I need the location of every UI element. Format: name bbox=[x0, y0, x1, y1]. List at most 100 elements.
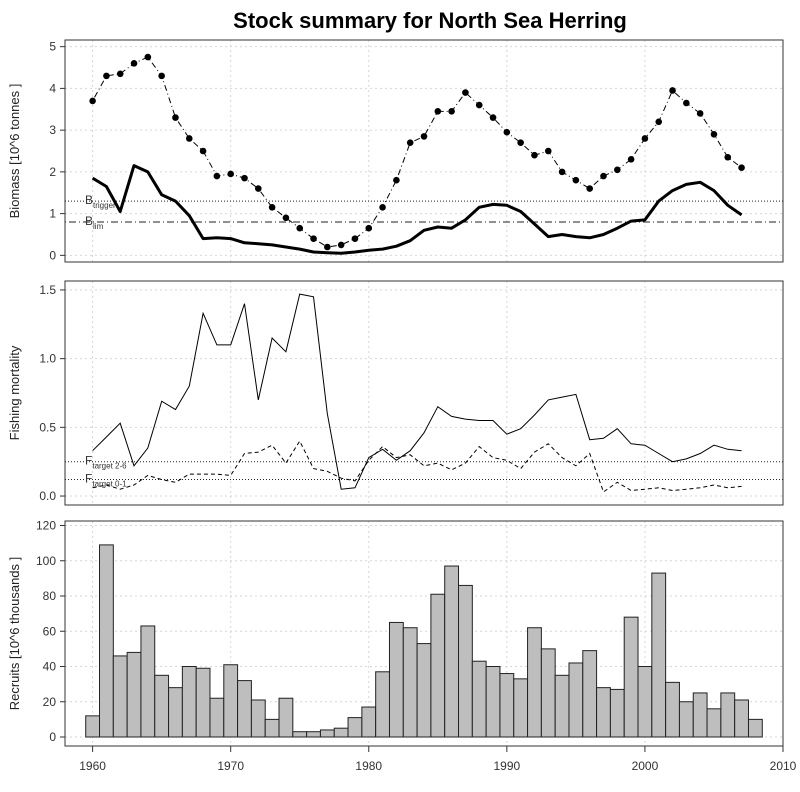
y-tick-label: 20 bbox=[43, 695, 57, 709]
biomass-point bbox=[558, 168, 566, 176]
biomass-point bbox=[199, 147, 207, 155]
recruit-bar bbox=[85, 715, 101, 738]
biomass-point bbox=[641, 135, 649, 142]
y-tick-label: 0.0 bbox=[39, 489, 56, 503]
recruit-bar bbox=[112, 655, 128, 738]
recruit-bar bbox=[582, 650, 598, 738]
recruit-bar bbox=[665, 681, 680, 738]
y-tick-label: 1.0 bbox=[39, 352, 56, 366]
biomass-point bbox=[172, 114, 179, 121]
reference-symbol: B bbox=[85, 193, 93, 207]
biomass-point bbox=[655, 118, 663, 126]
biomass-point bbox=[324, 243, 331, 251]
reference-line-label: Ftarget 2-6 bbox=[85, 454, 127, 471]
recruit-bar bbox=[458, 584, 473, 738]
recruit-bar bbox=[99, 544, 114, 738]
y-tick-label: 2 bbox=[49, 165, 56, 179]
reference-symbol: B bbox=[85, 214, 93, 228]
recruit-bar bbox=[416, 643, 432, 738]
recruit-bar bbox=[402, 627, 418, 738]
recruit-bar bbox=[168, 687, 183, 738]
biomass-point bbox=[627, 156, 635, 163]
recruit-bar bbox=[223, 664, 239, 738]
chart-title: Stock summary for North Sea Herring bbox=[233, 8, 627, 33]
biomass-point bbox=[255, 185, 262, 192]
biomass-point bbox=[185, 135, 193, 142]
recruit-bar bbox=[651, 572, 667, 738]
y-tick-label: 80 bbox=[43, 589, 57, 603]
y-axis-title: Recruits [10^6 thousands ] bbox=[7, 557, 22, 711]
biomass-point bbox=[393, 176, 400, 184]
x-tick-label: 1960 bbox=[79, 759, 106, 773]
recruit-bar bbox=[499, 673, 515, 738]
series-line bbox=[92, 293, 742, 490]
recruits-panel: 0 20 40 60 80 100 120 Recruits [10^6 thousands … bbox=[7, 519, 784, 747]
recruit-bar bbox=[444, 565, 460, 738]
y-tick-label: 1 bbox=[49, 207, 56, 221]
x-tick-label: 2000 bbox=[632, 759, 659, 773]
biomass-point bbox=[669, 87, 676, 94]
biomass-point bbox=[144, 53, 152, 61]
reference-subscript: trigger bbox=[93, 201, 116, 210]
panel-frame bbox=[64, 39, 784, 263]
biomass-point bbox=[475, 101, 483, 109]
recruit-bar bbox=[319, 729, 335, 738]
recruit-bar bbox=[720, 692, 736, 738]
fishing-mortality-panel: 0.0 0.5 1.0 1.5 Fishing mortality Ftarget 2-6… bbox=[7, 280, 784, 506]
y-axis-title: Biomass [10^6 tonnes ] bbox=[7, 84, 22, 219]
biomass-point bbox=[572, 176, 580, 184]
biomass-point bbox=[158, 72, 165, 80]
biomass-point bbox=[683, 99, 690, 107]
recruit-bar bbox=[471, 660, 487, 738]
biomass-point bbox=[710, 131, 718, 138]
series-line bbox=[91, 164, 743, 255]
recruit-bar bbox=[154, 674, 170, 738]
y-tick-label: 5 bbox=[49, 40, 56, 54]
biomass-point bbox=[337, 241, 345, 249]
biomass-point bbox=[89, 97, 96, 105]
recruit-bar bbox=[126, 651, 142, 738]
recruit-bar bbox=[250, 699, 266, 738]
x-tick-label: 2010 bbox=[770, 759, 797, 773]
recruit-bar bbox=[264, 718, 280, 738]
recruit-bar bbox=[513, 678, 529, 738]
recruit-bar bbox=[596, 687, 611, 738]
recruit-bar bbox=[278, 697, 294, 738]
reference-symbol: F bbox=[85, 472, 92, 486]
biomass-point bbox=[241, 174, 248, 182]
reference-symbol: F bbox=[85, 454, 92, 468]
biomass-point bbox=[600, 172, 607, 180]
reference-subscript: lim bbox=[93, 222, 104, 231]
y-tick-label: 0 bbox=[49, 730, 56, 744]
recruit-bar bbox=[706, 708, 722, 738]
biomass-point bbox=[365, 224, 373, 232]
recruit-bar bbox=[306, 731, 321, 738]
x-tick-label: 1990 bbox=[493, 759, 520, 773]
biomass-point bbox=[130, 60, 138, 67]
y-tick-label: 0 bbox=[49, 248, 56, 262]
x-tick-label: 1980 bbox=[355, 759, 382, 773]
biomass-point bbox=[351, 235, 359, 242]
recruit-bar bbox=[692, 692, 708, 738]
biomass-point bbox=[420, 133, 428, 140]
biomass-point bbox=[310, 235, 317, 242]
recruit-bar bbox=[527, 627, 542, 738]
y-axis-title: Fishing mortality bbox=[7, 345, 22, 440]
y-tick-label: 0.5 bbox=[39, 420, 56, 434]
recruit-bar bbox=[388, 621, 404, 738]
year-axis: 1960 1970 1980 1990 2000 2010 bbox=[79, 746, 797, 773]
series-line bbox=[92, 440, 742, 493]
panel-frame bbox=[64, 280, 784, 506]
biomass-point bbox=[544, 147, 552, 155]
reference-subscript: target 2-6 bbox=[92, 462, 127, 471]
recruit-bar bbox=[747, 718, 763, 738]
recruit-bar bbox=[140, 625, 156, 738]
biomass-point bbox=[268, 204, 276, 211]
recruit-bar bbox=[485, 666, 501, 738]
y-tick-label: 100 bbox=[36, 554, 56, 568]
biomass-point bbox=[614, 166, 621, 174]
panel-frame bbox=[64, 520, 784, 747]
recruit-bar bbox=[623, 616, 639, 738]
